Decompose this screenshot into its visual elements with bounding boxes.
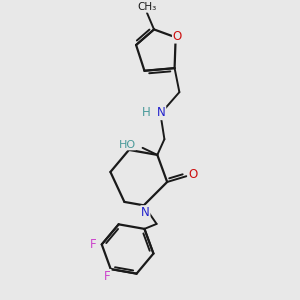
Text: H: H bbox=[142, 106, 150, 119]
Text: F: F bbox=[104, 270, 111, 283]
Text: N: N bbox=[141, 206, 150, 219]
Text: O: O bbox=[172, 30, 182, 43]
Text: HO: HO bbox=[118, 140, 136, 150]
Text: F: F bbox=[89, 238, 96, 251]
Text: O: O bbox=[188, 168, 197, 181]
Text: CH₃: CH₃ bbox=[137, 2, 157, 12]
Text: N: N bbox=[157, 106, 166, 119]
